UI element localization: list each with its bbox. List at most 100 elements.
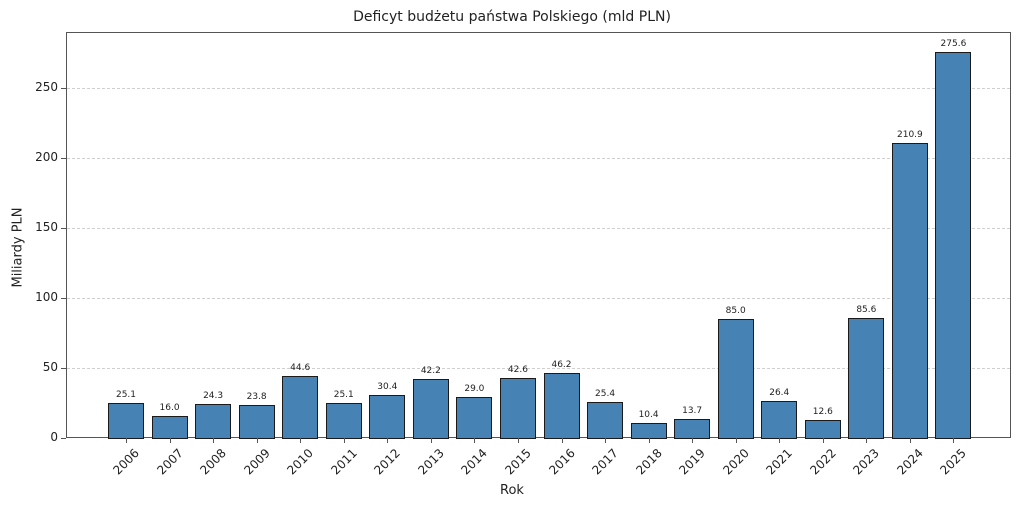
bar-value-label: 23.8 xyxy=(246,391,267,402)
bar-value-label: 25.1 xyxy=(333,389,354,400)
x-tick-label: 2011 xyxy=(328,446,360,478)
chart-title: Deficyt budżetu państwa Polskiego (mld P… xyxy=(353,9,671,25)
x-tick xyxy=(256,438,258,443)
x-tick-label: 2018 xyxy=(632,446,665,478)
x-tick xyxy=(909,438,911,443)
bar-2006 xyxy=(108,402,144,439)
bar-2016 xyxy=(543,373,580,439)
y-axis-label: Miliardy PLN xyxy=(10,207,26,288)
x-tick-label: 2022 xyxy=(807,446,839,478)
x-tick-label: 2014 xyxy=(458,446,491,478)
bar-2012 xyxy=(369,395,406,439)
bar-2019 xyxy=(674,418,711,439)
x-tick xyxy=(343,438,345,443)
bar-2025 xyxy=(935,52,972,439)
x-tick xyxy=(474,438,476,443)
x-tick-label: 2016 xyxy=(545,446,578,478)
x-tick xyxy=(169,438,171,443)
bar-value-label: 16.0 xyxy=(159,402,180,413)
bar-value-label: 24.3 xyxy=(203,390,224,401)
bar-value-label: 12.6 xyxy=(812,407,833,418)
bar-2015 xyxy=(499,378,536,439)
gridline xyxy=(67,298,1010,299)
x-tick-label: 2009 xyxy=(241,446,273,478)
y-tick xyxy=(61,368,66,369)
y-tick-label: 250 xyxy=(35,80,58,94)
y-tick xyxy=(61,88,66,89)
y-tick-label: 200 xyxy=(35,150,58,164)
x-tick-label: 2006 xyxy=(110,446,142,478)
y-tick-label: 0 xyxy=(50,430,58,444)
x-tick xyxy=(735,438,737,443)
bar-value-label: 10.4 xyxy=(638,410,659,421)
gridline xyxy=(67,158,1010,159)
x-tick-label: 2015 xyxy=(502,446,534,478)
bar-value-label: 25.4 xyxy=(595,389,616,400)
x-tick xyxy=(692,438,694,443)
bar-value-label: 30.4 xyxy=(377,382,398,393)
x-tick xyxy=(300,438,302,443)
x-tick-label: 2012 xyxy=(371,446,404,478)
bar-value-label: 42.6 xyxy=(507,365,528,376)
bar-value-label: 46.2 xyxy=(551,360,572,371)
x-tick-label: 2008 xyxy=(197,446,229,478)
bar-2018 xyxy=(630,423,667,439)
bar-value-label: 25.1 xyxy=(115,389,137,400)
x-axis-label: Rok xyxy=(500,483,524,498)
x-tick xyxy=(648,438,650,443)
x-tick-label: 2023 xyxy=(850,446,883,478)
y-tick xyxy=(61,438,66,439)
bar-value-label: 44.6 xyxy=(290,362,311,373)
bar-value-label: 42.2 xyxy=(420,365,441,376)
bar-value-label: 85.6 xyxy=(856,305,877,316)
x-tick xyxy=(866,438,868,443)
x-tick xyxy=(779,438,781,443)
gridline xyxy=(67,228,1010,229)
bar-value-label: 210.9 xyxy=(897,129,923,140)
y-tick xyxy=(61,158,66,159)
y-tick-label: 100 xyxy=(35,290,58,304)
bar-value-label: 85.0 xyxy=(725,306,746,316)
bar-2022 xyxy=(804,420,841,439)
bar-2014 xyxy=(456,397,493,439)
y-tick xyxy=(61,298,66,299)
y-tick xyxy=(61,228,66,229)
bar-2009 xyxy=(238,404,275,439)
bar-2007 xyxy=(151,415,188,439)
bar-2021 xyxy=(761,401,798,439)
x-tick-label: 2020 xyxy=(720,446,752,478)
x-tick xyxy=(822,438,824,443)
gridline xyxy=(67,368,1010,369)
x-tick-label: 2019 xyxy=(676,446,709,478)
gridline xyxy=(67,88,1010,89)
bar-2008 xyxy=(195,403,232,439)
x-tick xyxy=(517,438,519,443)
bar-value-label: 275.6 xyxy=(940,39,967,50)
x-tick-label: 2010 xyxy=(284,446,317,478)
bar-2017 xyxy=(587,402,624,439)
x-tick xyxy=(213,438,215,443)
x-tick-label: 2025 xyxy=(937,446,970,478)
x-tick xyxy=(430,438,432,443)
bar-value-label: 13.7 xyxy=(682,405,703,416)
x-tick-label: 2017 xyxy=(589,446,621,478)
bar-value-label: 26.4 xyxy=(769,388,790,399)
y-tick-label: 150 xyxy=(35,220,58,234)
bar-2010 xyxy=(282,375,319,439)
x-tick xyxy=(126,438,127,443)
plot-area xyxy=(66,32,1011,438)
x-tick-label: 2007 xyxy=(153,446,186,478)
bar-2011 xyxy=(325,402,362,439)
x-tick-label: 2013 xyxy=(415,446,447,478)
bar-2024 xyxy=(891,142,928,439)
bar-2013 xyxy=(412,378,449,439)
x-tick xyxy=(387,438,389,443)
bar-2020 xyxy=(717,319,754,439)
x-tick-label: 2024 xyxy=(894,446,926,478)
x-tick-label: 2021 xyxy=(763,446,796,478)
x-tick xyxy=(605,438,607,443)
x-tick xyxy=(561,438,563,443)
bar-2023 xyxy=(848,318,885,439)
y-tick-label: 50 xyxy=(42,360,58,374)
